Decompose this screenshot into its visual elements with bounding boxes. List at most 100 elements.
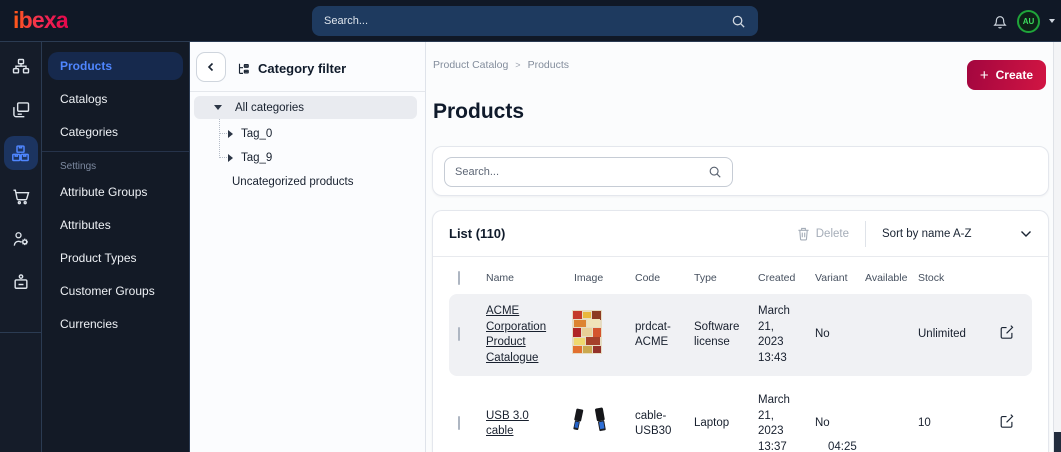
topbar-right: AU (992, 0, 1055, 42)
sidebar-item-attributes[interactable]: Attributes (60, 218, 111, 232)
product-catalog-icon[interactable] (3, 136, 38, 170)
caret-down-icon[interactable] (214, 105, 222, 110)
column-header-variant[interactable]: Variant (815, 272, 848, 284)
cart-icon[interactable] (4, 179, 38, 213)
column-header-image: Image (574, 272, 604, 284)
chevron-down-icon (1021, 230, 1031, 237)
search-icon (732, 15, 745, 28)
sidebar-item-catalogs[interactable]: Catalogs (60, 92, 108, 106)
table-row: USB 3.0 cable (449, 379, 1032, 452)
product-list-card: List (110) Delete Sort by name A-Z (432, 210, 1049, 452)
column-header-available[interactable]: Available (865, 272, 908, 284)
table-row: ACME Corporation Product Catalogue (449, 294, 1032, 377)
tree-guide-line (220, 157, 227, 158)
plus-icon: + (979, 66, 989, 84)
edit-icon (1000, 325, 1014, 340)
global-search[interactable] (312, 6, 758, 36)
company-badge-icon[interactable] (4, 265, 38, 299)
caret-right-icon[interactable] (228, 129, 233, 138)
sidebar-item-currencies[interactable]: Currencies (60, 317, 119, 331)
main-content: Product Catalog > Products + Create Prod… (426, 42, 1053, 452)
content-structure-icon[interactable] (4, 50, 38, 84)
column-header-type[interactable]: Type (694, 272, 717, 284)
table-header-row: Name Image Code Type Created Variant Ava… (449, 262, 1032, 294)
user-avatar[interactable]: AU (1017, 9, 1040, 33)
actions-divider (865, 220, 866, 247)
row-checkbox[interactable] (458, 327, 460, 342)
product-table: Name Image Code Type Created Variant Ava… (433, 257, 1048, 452)
edit-button[interactable] (992, 413, 1015, 432)
product-name-link[interactable]: USB 3.0 cable (486, 409, 529, 438)
clipped-next-row-text: 04:25 (828, 441, 857, 452)
search-card (432, 146, 1049, 196)
column-header-created[interactable]: Created (758, 272, 796, 284)
sidebar-menu: Products Catalogs Categories Settings At… (42, 42, 190, 452)
delete-button[interactable]: Delete (797, 227, 849, 241)
ibexa-logo[interactable]: ibexa (13, 7, 69, 33)
product-type: Laptop (694, 417, 730, 430)
row-checkbox[interactable] (458, 416, 460, 431)
product-code: cable-USB30 (635, 409, 672, 438)
customers-icon[interactable] (4, 222, 38, 256)
page-title: Products (433, 100, 525, 123)
pages-icon[interactable] (4, 93, 38, 127)
product-name-link[interactable]: ACME Corporation Product Catalogue (486, 305, 547, 364)
product-search-field[interactable] (444, 157, 733, 187)
column-header-stock[interactable]: Stock (918, 272, 945, 284)
column-header-code[interactable]: Code (635, 272, 661, 284)
sidebar-item-categories[interactable]: Categories (60, 125, 119, 139)
product-variant: No (815, 328, 830, 341)
sidebar-settings-label: Settings (60, 161, 97, 172)
tree-guide-line (219, 119, 220, 158)
category-tree-icon (238, 63, 249, 74)
breadcrumb-separator: > (515, 60, 521, 70)
sidebar-item-attribute-groups[interactable]: Attribute Groups (60, 185, 148, 199)
sidebar-item-product-types[interactable]: Product Types (60, 251, 137, 265)
product-stock: Unlimited (918, 328, 966, 341)
breadcrumb-current: Products (527, 59, 569, 71)
column-header-name[interactable]: Name (486, 272, 515, 284)
scrollbar-thumb[interactable] (1054, 432, 1061, 452)
caret-right-icon[interactable] (228, 153, 233, 162)
product-type: Software license (694, 320, 740, 349)
sidebar-divider (42, 151, 189, 152)
category-filter-title: Category filter (236, 61, 346, 76)
tree-item-uncategorized-products[interactable]: Uncategorized products (232, 175, 354, 188)
usb-cable-thumbnail (567, 406, 614, 436)
collapse-panel-button[interactable] (196, 52, 226, 82)
edit-button[interactable] (992, 324, 1015, 343)
app-shell: Products Catalogs Categories Settings At… (0, 42, 1061, 452)
chevron-left-icon (207, 62, 214, 72)
product-created: March 21, 2023 13:37 (758, 394, 790, 452)
tree-item-tag-0[interactable]: Tag_0 (190, 122, 425, 145)
product-code: prdcat-ACME (635, 320, 671, 349)
product-stock: 10 (918, 417, 931, 430)
sidebar-item-products[interactable]: Products (48, 52, 183, 80)
vertical-scrollbar[interactable] (1053, 42, 1061, 452)
edit-icon (1000, 414, 1014, 429)
global-search-input[interactable] (324, 15, 731, 27)
product-variant: No (815, 417, 830, 430)
sidebar-item-customer-groups[interactable]: Customer Groups (60, 284, 155, 298)
category-filter-panel: Category filter All categories Tag_0 Tag… (190, 42, 426, 452)
create-button[interactable]: + Create (966, 60, 1046, 90)
user-menu-caret-icon[interactable] (1049, 19, 1055, 23)
sort-dropdown[interactable]: Sort by name A-Z (882, 228, 1032, 240)
product-search-input[interactable] (455, 166, 708, 178)
select-all-checkbox[interactable] (458, 271, 460, 285)
rail-divider (0, 332, 41, 333)
notifications-bell-icon[interactable] (992, 13, 1008, 30)
tree-item-tag-9[interactable]: Tag_9 (190, 146, 425, 169)
filter-header-divider (190, 91, 425, 92)
tree-item-all-categories[interactable]: All categories (194, 96, 417, 119)
acme-catalogue-thumbnail (572, 310, 602, 355)
breadcrumb-parent[interactable]: Product Catalog (433, 59, 509, 71)
search-icon (709, 166, 721, 178)
trash-icon (798, 227, 809, 241)
breadcrumb: Product Catalog > Products (433, 59, 569, 71)
list-actions: Delete Sort by name A-Z (797, 220, 1032, 247)
list-header: List (110) Delete Sort by name A-Z (433, 211, 1048, 257)
list-title: List (110) (449, 226, 506, 241)
topbar: ibexa AU (0, 0, 1061, 42)
